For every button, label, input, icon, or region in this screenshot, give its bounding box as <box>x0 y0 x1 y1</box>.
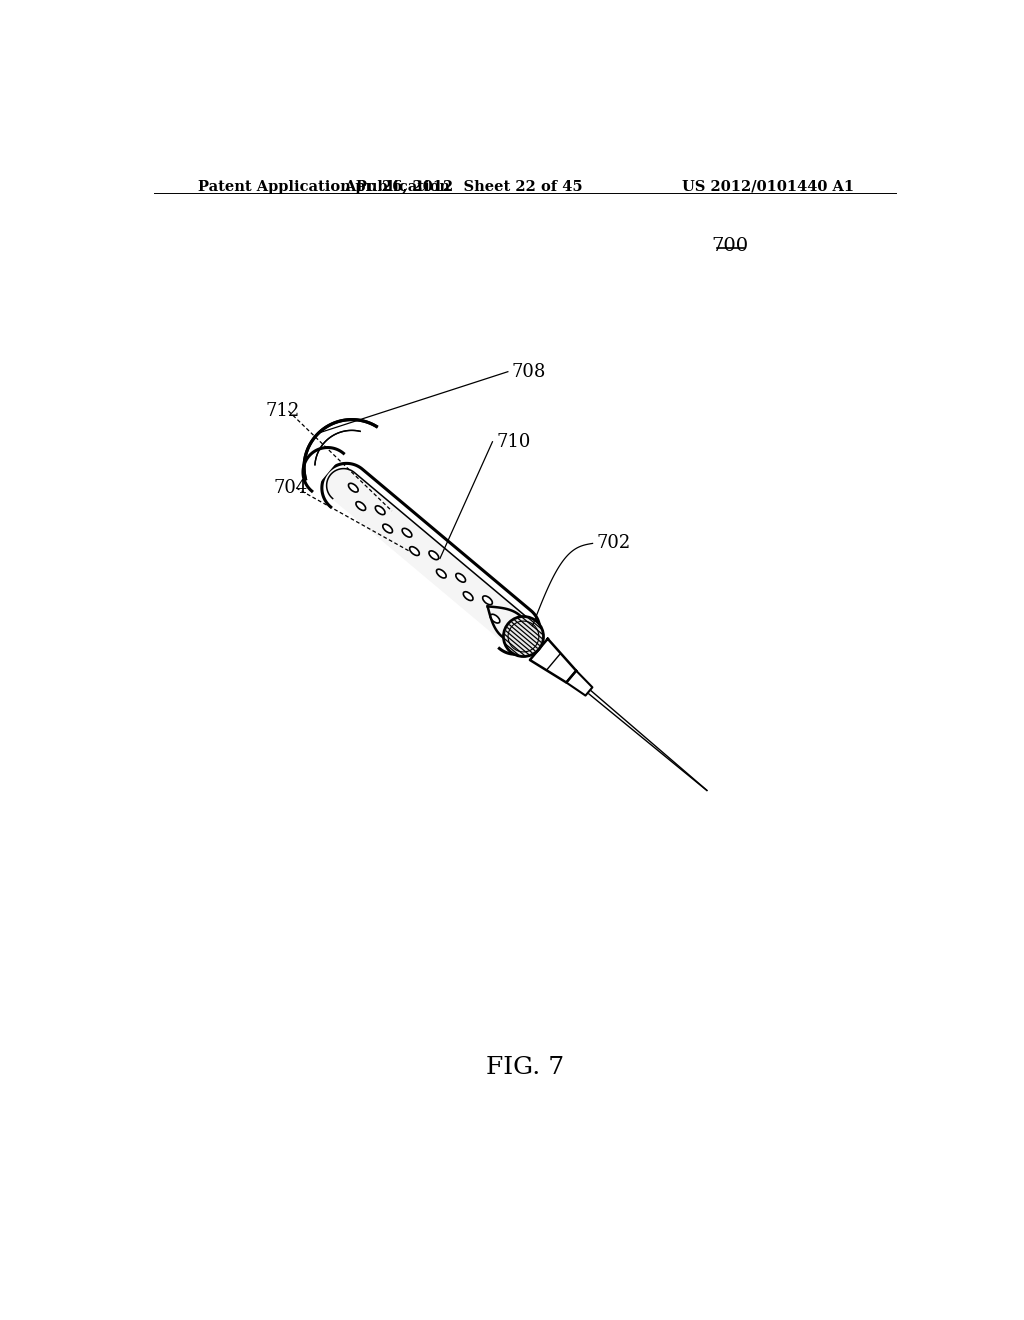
Text: FIG. 7: FIG. 7 <box>485 1056 564 1078</box>
Ellipse shape <box>383 524 392 533</box>
Polygon shape <box>327 469 536 649</box>
Ellipse shape <box>456 573 466 582</box>
Ellipse shape <box>482 595 493 605</box>
Ellipse shape <box>490 614 500 623</box>
Polygon shape <box>566 671 593 696</box>
Polygon shape <box>304 420 377 479</box>
Ellipse shape <box>376 506 385 515</box>
Text: Patent Application Publication: Patent Application Publication <box>198 180 450 194</box>
Text: Apr. 26, 2012  Sheet 22 of 45: Apr. 26, 2012 Sheet 22 of 45 <box>344 180 583 194</box>
Circle shape <box>504 616 544 656</box>
Ellipse shape <box>402 528 412 537</box>
Text: 700: 700 <box>711 238 749 255</box>
Polygon shape <box>322 463 540 655</box>
Text: 702: 702 <box>596 535 631 552</box>
Text: 704: 704 <box>273 479 307 496</box>
Text: 708: 708 <box>512 363 546 380</box>
Ellipse shape <box>356 502 366 511</box>
Text: US 2012/0101440 A1: US 2012/0101440 A1 <box>682 180 854 194</box>
Ellipse shape <box>436 569 446 578</box>
Ellipse shape <box>348 483 358 492</box>
Polygon shape <box>303 447 343 491</box>
Ellipse shape <box>410 546 419 556</box>
Text: 710: 710 <box>497 433 530 450</box>
Ellipse shape <box>429 550 438 560</box>
Ellipse shape <box>463 591 473 601</box>
Text: 712: 712 <box>265 403 300 420</box>
Polygon shape <box>529 639 577 682</box>
